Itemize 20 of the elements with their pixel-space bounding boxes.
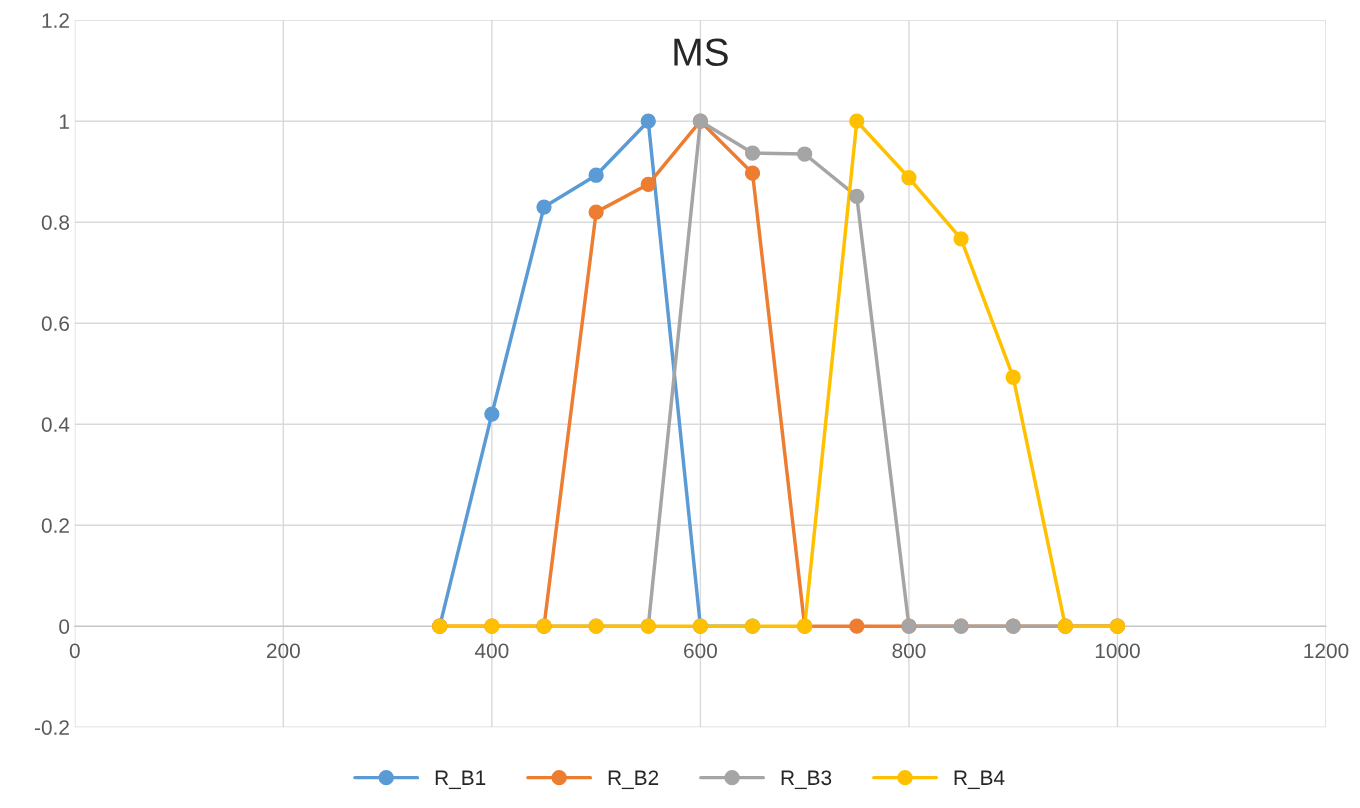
y-tick-label: 0.8: [41, 215, 70, 230]
legend-label: R_B3: [781, 770, 832, 790]
chart-title: MS: [674, 38, 728, 66]
legend-label: R_B2: [608, 770, 659, 790]
y-tick-label: 1.2: [42, 13, 69, 28]
x-tick-label: 0: [69, 643, 80, 659]
x-tick-label: 200: [267, 643, 300, 659]
y-tick-label: 0: [59, 619, 70, 634]
x-tick-label: 1200: [1304, 643, 1349, 659]
legend-label: R_B4: [954, 770, 1005, 790]
y-tick-label: 0.2: [41, 518, 69, 533]
y-tick-label: 0.4: [41, 417, 70, 432]
x-tick-label: 400: [474, 643, 509, 659]
y-tick-label: 0.6: [41, 316, 70, 331]
x-tick-label: 1000: [1095, 643, 1140, 659]
legend-label: R_B1: [435, 770, 486, 790]
x-tick-label: 800: [892, 643, 926, 659]
y-tick-label: -0.2: [34, 720, 69, 735]
x-tick-label: 600: [684, 643, 717, 659]
y-tick-label: 1: [59, 114, 69, 129]
